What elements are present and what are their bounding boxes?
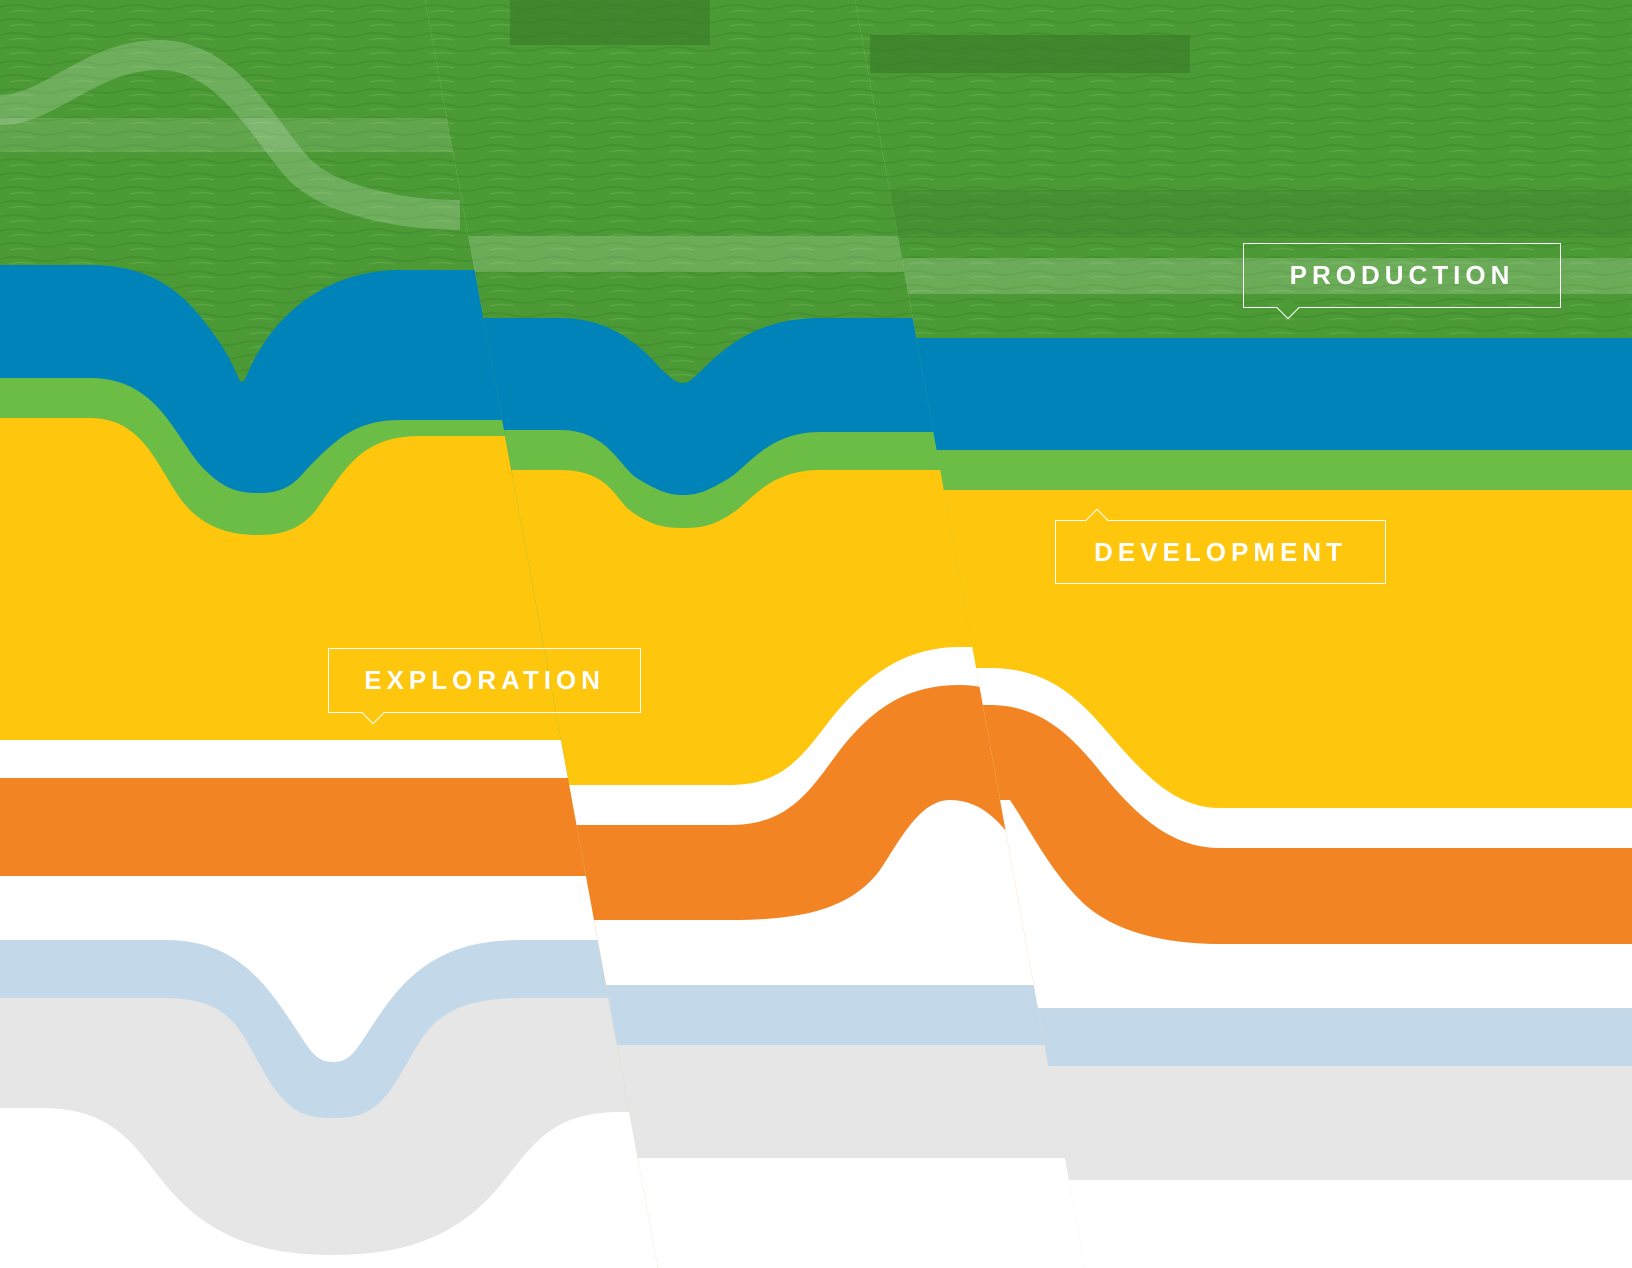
production-callout: PRODUCTION <box>1243 243 1561 320</box>
exploration-label: EXPLORATION <box>364 665 605 695</box>
platform-silhouette <box>510 0 710 45</box>
exploration-callout: EXPLORATION <box>328 648 641 725</box>
development-callout: DEVELOPMENT <box>1055 508 1386 584</box>
white-gap <box>0 876 658 940</box>
orange-layer <box>0 778 658 876</box>
white-gap <box>0 740 658 778</box>
water-layer <box>855 338 1632 450</box>
white-lower-layer <box>0 1108 658 1268</box>
development-label: DEVELOPMENT <box>1094 536 1347 567</box>
pipeline-stroke <box>0 39 461 230</box>
shadow-band <box>855 190 1632 238</box>
production-label: PRODUCTION <box>1289 260 1515 290</box>
grass-layer <box>855 450 1632 490</box>
platform-silhouette <box>870 35 1190 73</box>
